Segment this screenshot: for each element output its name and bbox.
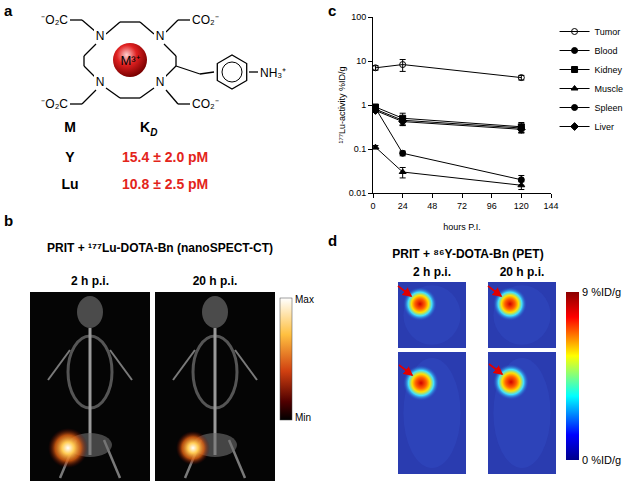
svg-text:NH₃⁺: NH₃⁺: [260, 66, 286, 80]
svg-text:Lu: Lu: [61, 176, 78, 192]
svg-text:⁻O₂C: ⁻O₂C: [41, 97, 68, 111]
svg-text:9 %ID/g: 9 %ID/g: [582, 286, 621, 298]
svg-text:N: N: [156, 29, 165, 43]
svg-text:100: 100: [351, 12, 366, 22]
svg-text:¹⁷⁷Lu-activity %ID/g: ¹⁷⁷Lu-activity %ID/g: [337, 66, 347, 143]
svg-text:0: 0: [370, 201, 375, 211]
svg-text:20 h p.i.: 20 h p.i.: [500, 265, 545, 279]
svg-text:10.8 ± 2.5 pM: 10.8 ± 2.5 pM: [122, 176, 208, 192]
svg-text:Muscle: Muscle: [595, 84, 624, 94]
svg-text:Tumor: Tumor: [595, 27, 621, 37]
svg-text:96: 96: [487, 201, 497, 211]
svg-text:c: c: [328, 2, 336, 19]
svg-text:0.01: 0.01: [349, 188, 367, 198]
svg-text:0 %ID/g: 0 %ID/g: [582, 454, 621, 466]
svg-text:0.1: 0.1: [354, 144, 367, 154]
svg-text:Spleen: Spleen: [595, 103, 623, 113]
svg-text:144: 144: [543, 201, 558, 211]
svg-text:M: M: [64, 119, 76, 135]
svg-text:N: N: [156, 75, 165, 89]
svg-text:120: 120: [514, 201, 529, 211]
svg-text:Y: Y: [65, 149, 75, 165]
svg-text:Max: Max: [295, 294, 314, 305]
svg-text:N: N: [96, 29, 105, 43]
svg-text:KD: KD: [140, 119, 157, 138]
svg-text:Liver: Liver: [595, 122, 615, 132]
svg-text:Kidney: Kidney: [595, 65, 623, 75]
svg-text:a: a: [4, 2, 13, 19]
svg-text:48: 48: [427, 201, 437, 211]
svg-text:M³⁺: M³⁺: [120, 53, 139, 68]
svg-text:20 h p.i.: 20 h p.i.: [193, 274, 238, 288]
svg-text:CO₂⁻: CO₂⁻: [192, 97, 219, 111]
svg-text:Min: Min: [295, 412, 311, 423]
svg-text:PRIT + ¹⁷⁷Lu-DOTA-Bn (nanoSPEC: PRIT + ¹⁷⁷Lu-DOTA-Bn (nanoSPECT-CT): [47, 241, 273, 255]
svg-text:CO₂⁻: CO₂⁻: [192, 13, 219, 27]
svg-text:24: 24: [398, 201, 408, 211]
svg-text:2 h p.i.: 2 h p.i.: [413, 265, 451, 279]
svg-text:⁻O₂C: ⁻O₂C: [41, 13, 68, 27]
svg-text:N: N: [96, 75, 105, 89]
svg-text:1: 1: [361, 100, 366, 110]
svg-text:d: d: [328, 232, 337, 249]
svg-text:72: 72: [457, 201, 467, 211]
svg-text:Blood: Blood: [595, 46, 618, 56]
svg-text:15.4 ± 2.0 pM: 15.4 ± 2.0 pM: [122, 149, 208, 165]
svg-text:hours P.I.: hours P.I.: [443, 222, 480, 232]
svg-text:PRIT + ⁸⁶Y-DOTA-Bn (PET): PRIT + ⁸⁶Y-DOTA-Bn (PET): [392, 247, 543, 261]
svg-text:10: 10: [356, 56, 366, 66]
svg-text:b: b: [4, 212, 13, 229]
svg-text:2 h p.i.: 2 h p.i.: [71, 274, 109, 288]
